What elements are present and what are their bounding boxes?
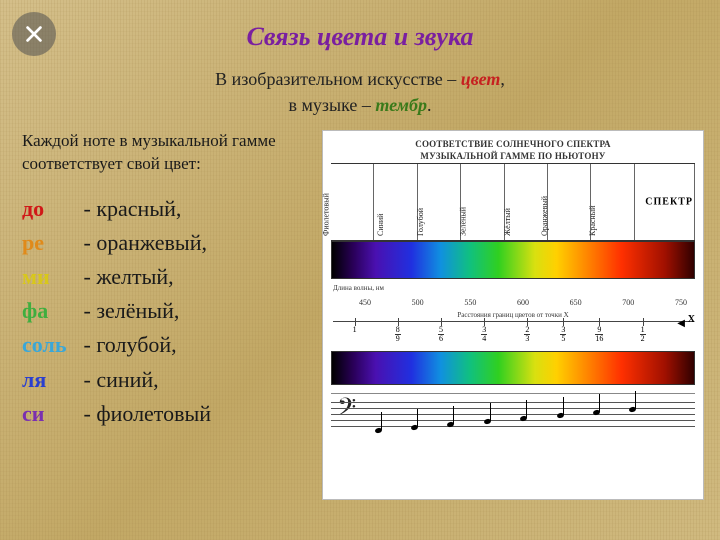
wavelength-tick: 450	[359, 298, 371, 307]
subtitle-line2-pre: в музыке –	[288, 95, 375, 115]
note-color-name: желтый,	[96, 264, 173, 289]
staff-note-stem	[381, 412, 382, 430]
close-icon	[23, 23, 45, 45]
staff-line	[331, 402, 695, 403]
note-row: ре - оранжевый,	[22, 226, 322, 260]
staff-note-stem	[453, 406, 454, 424]
spectrum-bar-bottom	[331, 351, 695, 385]
note-color-name: фиолетовый	[96, 401, 211, 426]
ratio-fraction: 89	[395, 326, 401, 343]
left-column: Каждой ноте в музыкальной гамме соответс…	[22, 130, 322, 500]
bass-clef-icon: 𝄢	[337, 396, 356, 426]
subtitle-line2-post: .	[427, 95, 432, 115]
spectrum-chart: СООТВЕТСТВИЕ СОЛНЕЧНОГО СПЕКТРА МУЗЫКАЛЬ…	[322, 130, 704, 500]
spectrum-column-label: Оранжевый	[540, 196, 549, 236]
note-name: си	[22, 397, 78, 431]
spectrum-column-label: Синий	[375, 214, 384, 236]
close-button[interactable]	[12, 12, 56, 56]
ratio-fraction: 916	[595, 326, 603, 343]
spectrum-column-label: Зелёный	[459, 207, 468, 236]
ratio-fraction: 23	[524, 326, 530, 343]
spectrum-column-label: Фиолетовый	[322, 193, 331, 236]
staff-note-stem	[563, 397, 564, 415]
staff-line	[331, 420, 695, 421]
subtitle-line1-pre: В изобразительном искусстве –	[215, 69, 461, 89]
ratio-fraction: 35	[560, 326, 566, 343]
note-name: ре	[22, 226, 78, 260]
ratio-x-label: X	[688, 314, 695, 325]
notes-list: до - красный,ре - оранжевый,ми - желтый,…	[22, 192, 322, 431]
staff-note-stem	[526, 400, 527, 418]
ratio-axis-title: Расстояния границ цветов от точки X	[331, 311, 695, 319]
subtitle: В изобразительном искусстве – цвет, в му…	[0, 66, 720, 118]
spectrum-column-header: ФиолетовыйСиний Голубой Зелёный Жёлтый Оранж…	[331, 163, 695, 241]
wavelength-tick: 700	[622, 298, 634, 307]
ratio-fraction: 56	[438, 326, 444, 343]
chart-title-2: МУЗЫКАЛЬНОЙ ГАММЕ ПО НЬЮТОНУ	[331, 151, 695, 161]
staff-line	[331, 408, 695, 409]
note-color-name: красный,	[96, 196, 181, 221]
wavelength-values: 450 500 550 600 650 700 750	[331, 285, 695, 309]
chart-title-1: СООТВЕТСТВИЕ СОЛНЕЧНОГО СПЕКТРА	[331, 139, 695, 149]
note-row: соль - голубой,	[22, 328, 322, 362]
music-staff: 𝄢	[331, 393, 695, 435]
note-color-name: синий,	[96, 367, 158, 392]
note-row: си - фиолетовый	[22, 397, 322, 431]
staff-note-stem	[635, 391, 636, 409]
wavelength-axis: Длина волны, нм 450 500 550 600 650 700 750	[331, 285, 695, 309]
subtitle-line1-post: ,	[500, 69, 505, 89]
note-color-name: оранжевый,	[96, 230, 207, 255]
wavelength-tick: 600	[517, 298, 529, 307]
note-name: фа	[22, 294, 78, 328]
spectrum-column: Синий	[374, 164, 417, 240]
note-name: ля	[22, 363, 78, 397]
note-row: фа - зелёный,	[22, 294, 322, 328]
wavelength-tick: 650	[570, 298, 582, 307]
content-row: Каждой ноте в музыкальной гамме соответс…	[0, 130, 720, 500]
spectrum-column: Красный	[591, 164, 634, 240]
note-name: соль	[22, 328, 78, 362]
subtitle-tembr: тембр	[375, 95, 427, 115]
ratio-fraction: 12	[640, 326, 646, 343]
spectrum-bar-top	[331, 241, 695, 279]
spectrum-column: Оранжевый	[548, 164, 591, 240]
note-color-name: голубой,	[96, 332, 176, 357]
ratio-axis-line: ◀ X 1895634233591612	[333, 321, 693, 343]
note-row: до - красный,	[22, 192, 322, 226]
note-color-name: зелёный,	[96, 298, 179, 323]
spectrum-column-label: Красный	[588, 206, 597, 236]
staff-line	[331, 426, 695, 427]
note-name: до	[22, 192, 78, 226]
spectrum-column: Голубой	[418, 164, 461, 240]
wavelength-tick: 550	[464, 298, 476, 307]
ratio-fraction: 34	[481, 326, 487, 343]
intro-text: Каждой ноте в музыкальной гамме соответс…	[22, 130, 322, 176]
note-name: ми	[22, 260, 78, 294]
ratio-fraction: 1	[353, 326, 357, 334]
ratio-axis: Расстояния границ цветов от точки X ◀ X …	[331, 311, 695, 347]
spectrum-column: Зелёный	[461, 164, 504, 240]
staff-note-stem	[417, 409, 418, 427]
spectrum-column: Фиолетовый	[331, 164, 374, 240]
spectrum-column-label: Голубой	[416, 208, 425, 236]
wavelength-tick: 750	[675, 298, 687, 307]
staff-line	[331, 414, 695, 415]
note-row: ми - желтый,	[22, 260, 322, 294]
spectrum-column-label: Жёлтый	[503, 208, 512, 236]
wavelength-tick: 500	[412, 298, 424, 307]
spektr-label: СПЕКТР	[645, 197, 693, 208]
subtitle-tsvet: цвет	[461, 69, 501, 89]
wavelength-axis-label: Длина волны, нм	[333, 285, 384, 293]
staff-note-stem	[599, 394, 600, 412]
page-title: Связь цвета и звука	[0, 0, 720, 52]
staff-note-stem	[490, 403, 491, 421]
arrow-icon: ◀	[677, 318, 685, 329]
note-row: ля - синий,	[22, 363, 322, 397]
